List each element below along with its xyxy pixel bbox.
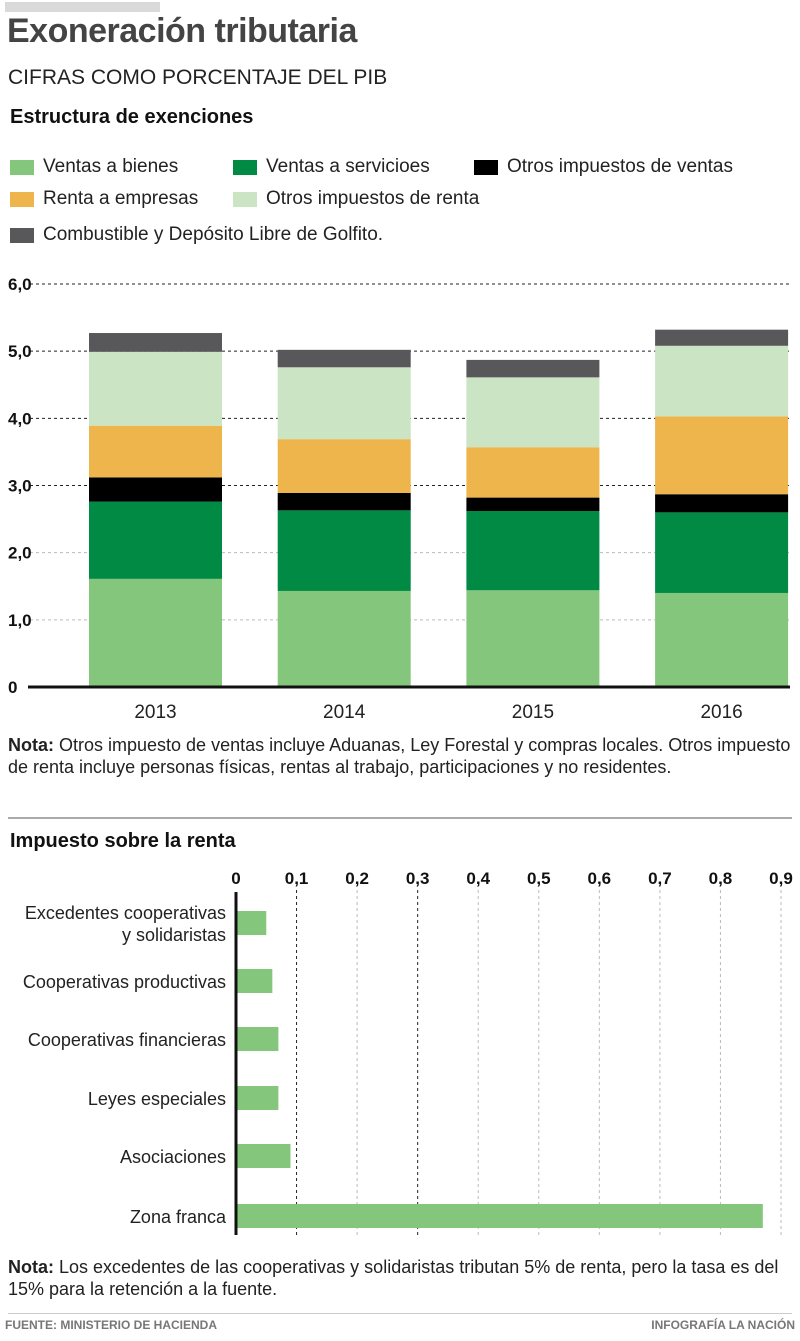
bar-segment — [655, 512, 789, 593]
bar-segment — [466, 447, 600, 498]
x-tick-label: 0,1 — [285, 869, 309, 888]
bar-segment — [655, 592, 789, 687]
legend-label: Otros impuestos de renta — [266, 188, 480, 209]
bar-segment — [655, 329, 789, 346]
bar — [237, 1027, 279, 1051]
bar-segment — [277, 349, 411, 368]
bar-segment — [89, 477, 222, 502]
bar — [237, 911, 267, 935]
legend-swatch — [10, 159, 34, 175]
x-tick-label: 2016 — [700, 702, 742, 723]
note-renta: Nota: Los excedentes de las cooperativas… — [8, 1256, 793, 1300]
note-text: Los excedentes de las cooperativas y sol… — [8, 1257, 779, 1299]
y-tick-label: 5,0 — [8, 342, 32, 361]
x-tick-label: 2013 — [134, 702, 176, 723]
legend-item: Otros impuestos de ventas — [474, 156, 733, 178]
bar — [237, 1204, 763, 1228]
legend-label: Combustible y Depósito Libre de Golfito. — [43, 224, 384, 245]
bar-segment — [466, 511, 600, 591]
x-tick-label: 0,9 — [769, 869, 793, 888]
x-tick-label: 0,3 — [406, 869, 430, 888]
category-label: Zona franca — [130, 1207, 227, 1227]
legend-label: Otros impuestos de ventas — [507, 156, 733, 177]
section-heading-renta: Impuesto sobre la renta — [10, 830, 236, 852]
legend-swatch — [10, 191, 34, 207]
bar — [237, 1086, 279, 1110]
legend-item: Ventas a servicioes — [233, 156, 430, 178]
x-tick-label: 0 — [231, 869, 240, 888]
legend-label: Ventas a servicioes — [266, 156, 430, 177]
legend-swatch — [10, 227, 34, 243]
bar-segment — [89, 425, 222, 478]
bar — [237, 969, 273, 993]
legend-item: Renta a empresas — [10, 188, 198, 210]
category-label: Cooperativas productivas — [23, 972, 226, 992]
bar-segment — [466, 359, 600, 378]
bar-segment — [655, 345, 789, 417]
source-credit: FUENTE: MINISTERIO DE HACIENDA — [5, 1318, 218, 1332]
graphic-credit: INFOGRAFÍA LA NACIÓN — [651, 1318, 795, 1332]
note-label: Nota: — [8, 735, 54, 755]
bar-segment — [89, 501, 222, 579]
x-tick-label: 0,6 — [588, 869, 612, 888]
y-tick-label: 0 — [8, 678, 17, 697]
x-tick-label: 0,4 — [466, 869, 490, 888]
bar-segment — [89, 351, 222, 426]
note-label: Nota: — [8, 1257, 54, 1277]
legend-swatch — [233, 191, 257, 207]
note-estructura: Nota: Otros impuesto de ventas incluye A… — [8, 734, 793, 778]
x-tick-label: 0,7 — [648, 869, 672, 888]
bar-segment — [89, 578, 222, 687]
bar-segment — [89, 333, 222, 352]
x-tick-label: 0,2 — [345, 869, 369, 888]
bar — [237, 1144, 291, 1168]
page-subtitle: CIFRAS COMO PORCENTAJE DEL PIB — [8, 66, 388, 89]
y-tick-label: 4,0 — [8, 409, 32, 428]
x-tick-label: 2015 — [512, 702, 554, 723]
bar-segment — [277, 367, 411, 440]
top-accent-bar — [5, 2, 160, 12]
bar-segment — [655, 416, 789, 495]
y-tick-label: 1,0 — [8, 611, 32, 630]
legend-label: Ventas a bienes — [43, 156, 179, 177]
footer-divider — [8, 1313, 792, 1314]
stacked-bar-chart: 0 1,0 2,0 3,0 4,0 5,0 6,0 2013 2014 2015 2016 — [8, 275, 790, 723]
bar-segment — [277, 510, 411, 591]
bar-segment — [466, 590, 600, 687]
legend-item: Ventas a bienes — [10, 156, 178, 178]
horizontal-bar-chart: 0 0,1 0,2 0,3 0,4 0,5 0,6 0,7 0,8 0,9 Excedentes … — [23, 869, 793, 1235]
category-label: Leyes especiales — [88, 1089, 226, 1109]
bar-segment — [466, 497, 600, 512]
bar-segment — [277, 492, 411, 511]
section-heading-estructura: Estructura de exenciones — [10, 106, 254, 128]
bar-segment — [277, 590, 411, 687]
y-tick-label: 3,0 — [8, 477, 32, 496]
category-label: Excedentes cooperativas — [25, 903, 226, 923]
legend-label: Renta a empresas — [43, 188, 199, 209]
y-tick-label: 6,0 — [8, 275, 32, 294]
x-tick-label: 0,8 — [709, 869, 733, 888]
y-tick-label: 2,0 — [8, 544, 32, 563]
category-label: Cooperativas financieras — [28, 1030, 226, 1050]
note-text: Otros impuesto de ventas incluye Aduanas… — [8, 735, 791, 777]
bar-segment — [655, 494, 789, 513]
x-tick-label: 2014 — [323, 702, 366, 723]
legend-swatch — [233, 159, 257, 175]
category-label: Asociaciones — [120, 1147, 226, 1167]
bar-segment — [277, 439, 411, 493]
legend-item: Combustible y Depósito Libre de Golfito. — [10, 224, 383, 246]
legend-item: Otros impuestos de renta — [233, 188, 479, 210]
page-title: Exoneración tributaria — [7, 12, 357, 50]
category-label: y solidaristas — [122, 925, 226, 945]
x-tick-label: 0,5 — [527, 869, 551, 888]
section-divider — [8, 817, 792, 819]
legend-swatch — [474, 159, 498, 175]
bar-segment — [466, 377, 600, 448]
